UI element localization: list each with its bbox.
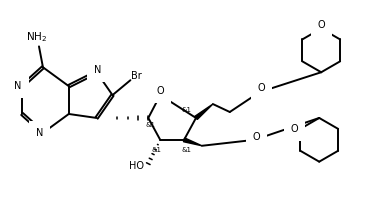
Text: &1: &1: [181, 107, 191, 113]
Text: N: N: [94, 65, 101, 75]
Text: &1: &1: [151, 147, 161, 153]
Polygon shape: [184, 138, 202, 146]
Text: &1: &1: [145, 122, 155, 128]
Text: O: O: [253, 132, 260, 142]
Text: HO: HO: [129, 161, 144, 171]
Text: N: N: [14, 81, 22, 91]
Text: O: O: [258, 83, 265, 93]
Text: O: O: [291, 124, 298, 134]
Text: O: O: [156, 86, 164, 96]
Text: &1: &1: [181, 147, 191, 153]
Polygon shape: [195, 104, 213, 119]
Text: NH$_2$: NH$_2$: [26, 31, 47, 44]
Text: O: O: [317, 20, 325, 30]
Text: Br: Br: [131, 71, 142, 81]
Text: N: N: [36, 128, 44, 138]
